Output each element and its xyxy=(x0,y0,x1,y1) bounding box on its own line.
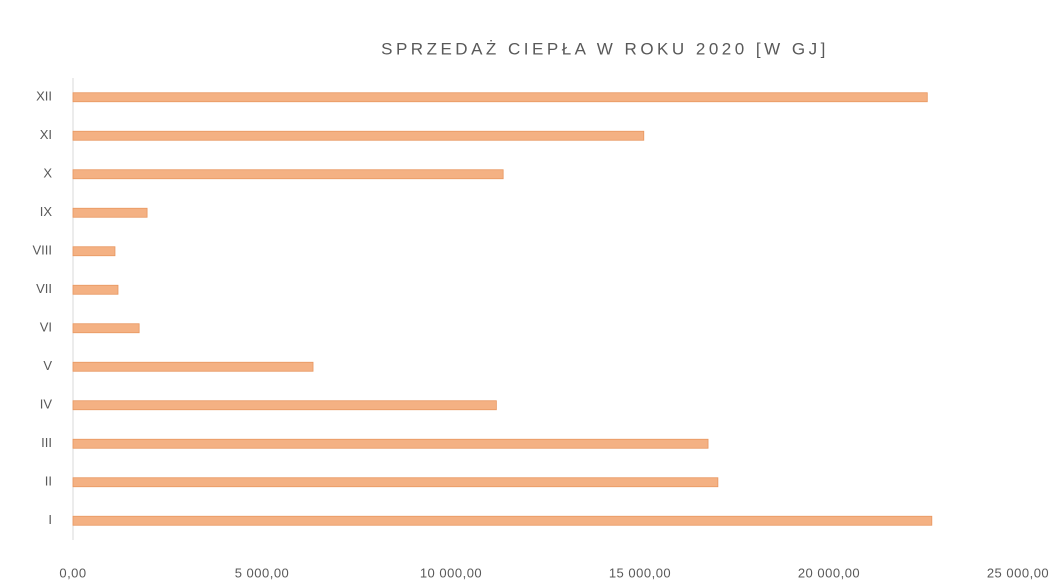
x-tick-label: 25 000,00 xyxy=(987,565,1049,580)
y-tick-label: VIII xyxy=(32,243,52,258)
y-tick-label: VI xyxy=(40,320,52,335)
x-tick-label: 15 000,00 xyxy=(609,565,671,580)
y-tick-label: X xyxy=(43,166,52,181)
bar xyxy=(72,361,314,372)
y-tick-label: III xyxy=(41,435,52,450)
y-tick-label: IX xyxy=(40,204,53,219)
bar xyxy=(72,284,119,295)
bar xyxy=(72,246,116,257)
y-tick-label: IV xyxy=(40,397,53,412)
y-tick-label: V xyxy=(43,358,52,373)
bar xyxy=(72,323,140,334)
y-tick-label: II xyxy=(45,474,52,489)
bar xyxy=(72,207,148,218)
bar xyxy=(72,130,645,141)
y-tick-label: VII xyxy=(36,281,52,296)
bar xyxy=(72,477,719,488)
bar xyxy=(72,515,933,526)
bar xyxy=(72,438,709,449)
y-tick-label: I xyxy=(48,512,52,527)
x-tick-label: 0,00 xyxy=(59,565,86,580)
bar xyxy=(72,92,928,103)
chart-title: SPRZEDAŻ CIEPŁA W ROKU 2020 [W GJ] xyxy=(381,39,829,58)
bar xyxy=(72,400,497,411)
y-tick-label: XI xyxy=(40,127,52,142)
x-tick-label: 5 000,00 xyxy=(235,565,290,580)
x-tick-label: 10 000,00 xyxy=(420,565,482,580)
x-tick-label: 20 000,00 xyxy=(798,565,860,580)
bar xyxy=(72,169,504,180)
y-tick-label: XII xyxy=(36,89,52,104)
